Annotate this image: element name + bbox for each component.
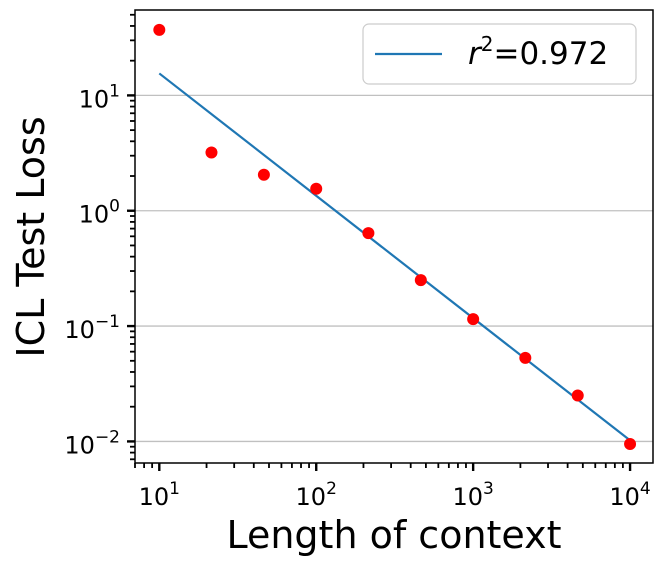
points-layer	[153, 23, 637, 450]
tick-label-exponent: 4	[640, 479, 651, 499]
legend-r2-value: =0.972	[493, 36, 608, 72]
tick-label-exponent: 2	[326, 479, 337, 499]
x-tick-label: 102	[296, 479, 337, 511]
x-tick-label: 101	[139, 479, 180, 511]
y-tick-label: 101	[79, 81, 120, 113]
tick-label-exponent: −2	[95, 427, 120, 447]
fit-line	[158, 72, 631, 442]
x-axis-title: Length of context	[226, 513, 561, 557]
tick-label-exponent: 1	[109, 81, 120, 101]
data-point	[624, 437, 637, 450]
data-point	[310, 182, 323, 195]
tick-label-base: 10	[452, 483, 483, 511]
data-point	[519, 351, 532, 364]
tick-label-base: 10	[79, 85, 110, 113]
legend-r-exponent: 2	[481, 32, 494, 56]
data-point	[571, 389, 584, 402]
x-tick-label: 103	[452, 479, 493, 511]
axis-ticks	[127, 13, 632, 471]
tick-label-exponent: 0	[109, 197, 120, 217]
data-point	[153, 23, 166, 36]
grid-lines	[135, 94, 653, 443]
tick-label-base: 10	[64, 431, 95, 459]
data-point	[205, 146, 218, 159]
data-point	[257, 168, 270, 181]
tick-label-exponent: 3	[483, 479, 494, 499]
data-point	[362, 227, 375, 240]
x-tick-label: 104	[609, 479, 650, 511]
legend: r2=0.972	[362, 23, 637, 85]
tick-label-base: 10	[79, 201, 110, 229]
tick-label-base: 10	[64, 316, 95, 344]
y-axis-title: ICL Test Loss	[9, 116, 53, 357]
fit-line-layer	[158, 72, 631, 442]
tick-label-base: 10	[609, 483, 640, 511]
data-point	[467, 313, 480, 326]
tick-label-base: 10	[139, 483, 170, 511]
y-tick-label: 100	[79, 197, 120, 229]
y-tick-label: 10−1	[64, 312, 120, 344]
tick-label-exponent: 1	[169, 479, 180, 499]
data-point	[414, 274, 427, 287]
legend-box	[362, 23, 637, 85]
y-tick-label: 10−2	[64, 427, 120, 459]
legend-label: r2=0.972	[468, 32, 608, 72]
tick-label-exponent: −1	[95, 312, 120, 332]
legend-r: r	[468, 36, 483, 72]
tick-label-base: 10	[296, 483, 327, 511]
